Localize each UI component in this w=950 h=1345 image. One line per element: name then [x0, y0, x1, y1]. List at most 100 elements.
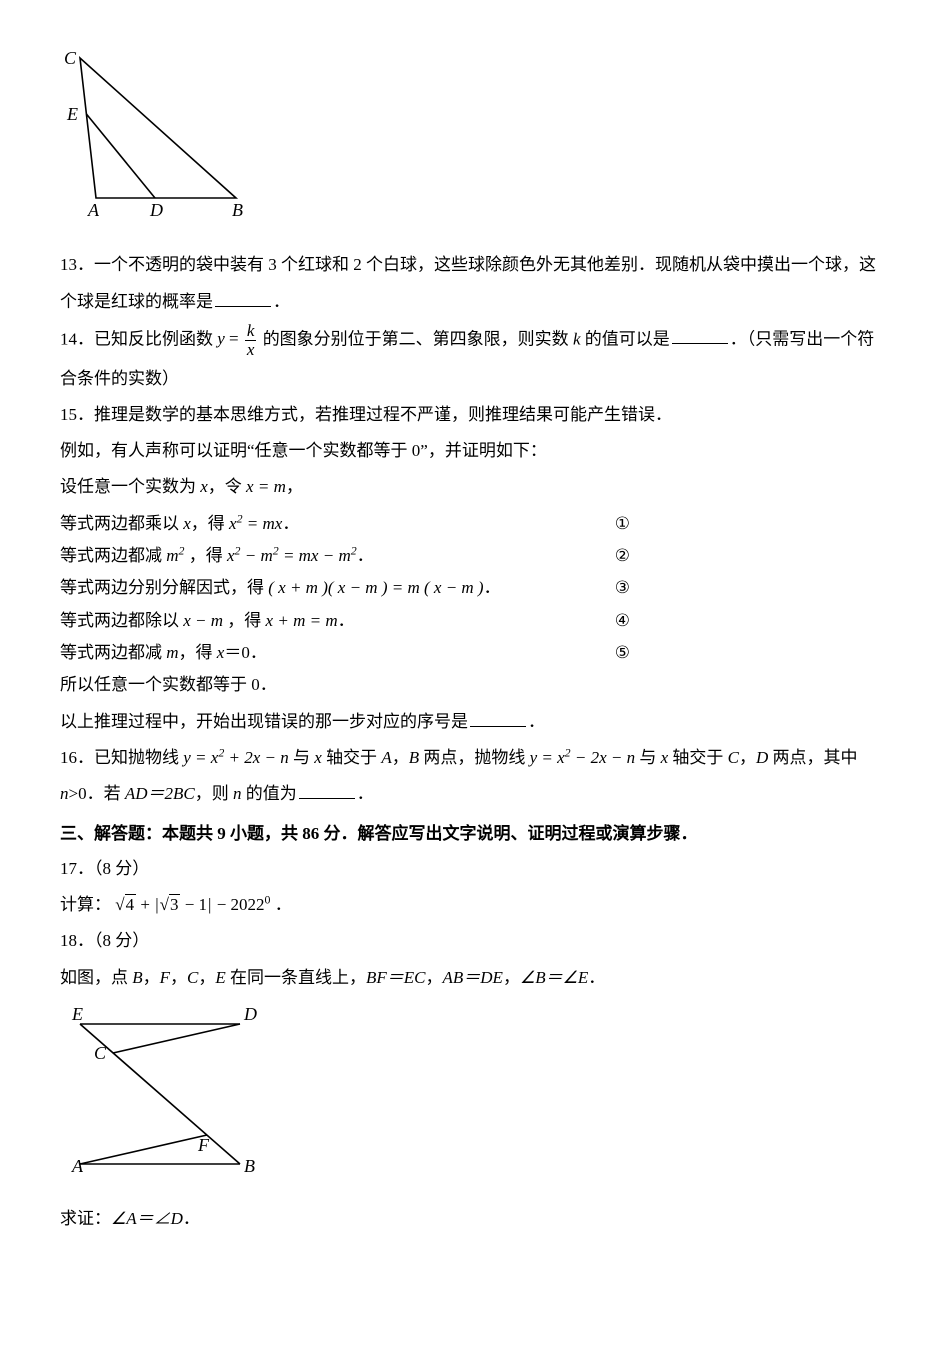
q16-A: A	[381, 748, 391, 767]
q16-eq2: y = x2 − 2x − n	[530, 748, 636, 767]
q16-g: 轴交于	[668, 748, 728, 767]
q14-eq: y = kx	[217, 329, 262, 348]
q16-d: ，	[392, 748, 409, 767]
q15-l4-num: ①	[615, 508, 890, 540]
q16-e: 两点，抛物线	[419, 748, 530, 767]
q18-C: C	[187, 968, 198, 987]
q14-text-c: 的值可以是	[580, 329, 669, 348]
q15-l7: 等式两边都除以 x − m ，得 x + m = m． ④	[60, 605, 890, 637]
q17-l2a: 计算：	[60, 895, 111, 914]
q15-l5eq: x2 − m2 = mx − m2	[227, 546, 357, 565]
label-b: B	[232, 200, 243, 220]
q18-l2a: 如图，点	[60, 968, 132, 987]
q16-i: 两点，其中	[768, 748, 857, 767]
q15-l2: 例如，有人声称可以证明“任意一个实数都等于 0”，并证明如下：	[60, 435, 890, 467]
line-af	[80, 1135, 207, 1164]
q14-frac-x: x	[245, 340, 257, 359]
q16-l2d: ，则	[195, 784, 233, 803]
q14-text-a: 14．已知反比例函数	[60, 329, 213, 348]
q15-blank[interactable]	[470, 708, 526, 727]
q15-l7b: ，得	[223, 611, 266, 630]
triangle-figure-svg: C E A D B	[60, 50, 250, 220]
q15-l5b: ，得	[184, 546, 227, 565]
q15-l5m: m2	[166, 546, 184, 565]
sqrt-3: √3	[160, 889, 181, 921]
q15-l3a: 设任意一个实数为	[60, 477, 200, 496]
q18-l1: 18．（8 分）	[60, 925, 890, 957]
q13-blank[interactable]	[215, 288, 271, 307]
q15-l8-num: ⑤	[615, 637, 890, 669]
q15-l4x: x	[183, 514, 191, 533]
q15-l3eq: x = m	[246, 477, 286, 496]
q18-F: F	[160, 968, 170, 987]
q15-l5-num: ②	[615, 540, 890, 572]
q15-l4b: ，得	[191, 514, 229, 533]
q15-l7a: 等式两边都除以	[60, 611, 183, 630]
q15-l7xm: x − m	[183, 611, 223, 630]
q13-text-b: 个球是红球的概率是	[60, 292, 213, 311]
q13-text-c: ．	[273, 292, 290, 311]
q15-l8: 等式两边都减 m，得 x＝0． ⑤	[60, 637, 890, 669]
q18-l3c: ．	[183, 1209, 200, 1228]
q16-D: D	[756, 748, 768, 767]
q15-l3x: x	[200, 477, 208, 496]
q16-blank[interactable]	[299, 780, 355, 799]
q16-line1: 16．已知抛物线 y = x2 + 2x − n 与 x 轴交于 A，B 两点，…	[60, 742, 890, 774]
label-d2: D	[243, 1004, 257, 1024]
q18-angleBE: ∠B＝∠E	[520, 968, 588, 987]
q18-figure: E D C F A B	[60, 1004, 890, 1185]
q16-c: 轴交于	[322, 748, 382, 767]
q17-end: ．	[275, 895, 292, 914]
q12-figure: C E A D B	[60, 50, 890, 231]
label-a2: A	[71, 1156, 84, 1174]
sqrt-4: √4	[115, 889, 136, 921]
q14-text-b: 的图象分别位于第二、第四象限，则实数	[263, 329, 573, 348]
q15-l8c: ＝0．	[224, 643, 267, 662]
label-e: E	[66, 104, 78, 124]
label-b2: B	[244, 1156, 255, 1174]
q17-expr: √4 + √3 − 1 − 20220	[115, 895, 274, 914]
q14-y: y	[217, 329, 225, 348]
q16-line2: n>0．若 AD＝2BC，则 n 的值为．	[60, 778, 890, 810]
q15-l4: 等式两边都乘以 x，得 x2 = mx． ①	[60, 508, 890, 540]
q18-E: E	[215, 968, 225, 987]
q15-l7eq: x + m = m	[266, 611, 338, 630]
q15-l7-num: ④	[615, 605, 890, 637]
q18-bfec: BF＝EC	[366, 968, 426, 987]
q14-blank[interactable]	[672, 325, 728, 344]
q16-x1: x	[314, 748, 322, 767]
label-c: C	[64, 50, 77, 68]
q15-l8b: ，得	[179, 643, 217, 662]
q15-l1: 15．推理是数学的基本思维方式，若推理过程不严谨，则推理结果可能产生错误．	[60, 399, 890, 431]
q14-text-d: ．（只需写出一个符	[730, 329, 875, 348]
label-c2: C	[94, 1043, 107, 1063]
q18-angleAD: ∠A＝∠D	[111, 1209, 183, 1228]
abs-expr: √3 − 1	[154, 895, 212, 914]
q18-l2b: 在同一条直线上，	[226, 968, 366, 987]
q16-eq1: y = x2 + 2x − n	[183, 748, 289, 767]
q15-l3: 设任意一个实数为 x，令 x = m，	[60, 471, 890, 503]
q15-l6a: 等式两边分别分解因式，得	[60, 578, 268, 597]
q16-B: B	[409, 748, 419, 767]
q14-line2: 合条件的实数）	[60, 363, 890, 395]
q15-l5a: 等式两边都减	[60, 546, 166, 565]
q15-l10a: 以上推理过程中，开始出现错误的那一步对应的序号是	[60, 712, 468, 731]
q15-l4a: 等式两边都乘以	[60, 514, 183, 533]
q17-l1: 17．（8 分）	[60, 853, 890, 885]
q18-l3: 求证：∠A＝∠D．	[60, 1203, 890, 1235]
q16-C: C	[728, 748, 739, 767]
q18-B: B	[132, 968, 142, 987]
q16-l2f: ．	[357, 784, 374, 803]
q18-abde: AB＝DE	[443, 968, 503, 987]
q15-l6-num: ③	[615, 572, 890, 604]
q15-l9: 所以任意一个实数都等于 0．	[60, 669, 890, 701]
q16-f: 与	[635, 748, 661, 767]
label-d: D	[149, 200, 163, 220]
q15-l7c: ．	[338, 611, 355, 630]
q15-l6eq: ( x + m )( x − m ) = m ( x − m )	[268, 578, 483, 597]
label-f2: F	[197, 1135, 210, 1155]
q17-l2: 计算： √4 + √3 − 1 − 20220 ．	[60, 889, 890, 921]
q15-l8a: 等式两边都减	[60, 643, 166, 662]
q16-l2e: 的值为	[241, 784, 296, 803]
q15-l3c: ，	[286, 477, 303, 496]
